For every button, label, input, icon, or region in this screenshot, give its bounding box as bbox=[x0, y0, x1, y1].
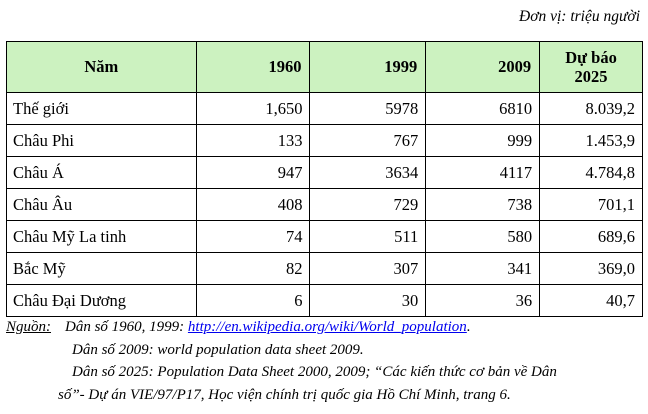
source-line-2: Dân số 2009: world population data sheet… bbox=[72, 341, 364, 358]
unit-label: Đơn vị: triệu người bbox=[519, 8, 640, 25]
region-name: Châu Âu bbox=[6, 188, 197, 221]
table-row: Châu Á 947 3634 4117 4.784,8 bbox=[6, 156, 643, 189]
value-1960: 408 bbox=[195, 188, 311, 221]
value-1960: 74 bbox=[195, 220, 311, 253]
source-label: Nguồn: bbox=[6, 319, 51, 335]
header-forecast-2025: Dự báo 2025 bbox=[539, 41, 643, 93]
value-2025: 1.453,9 bbox=[539, 124, 643, 157]
value-2009: 6810 bbox=[425, 92, 541, 125]
source-line-3: Dân số 2025: Population Data Sheet 2000,… bbox=[72, 364, 557, 380]
region-name: Châu Mỹ La tinh bbox=[6, 220, 197, 253]
value-2025: 4.784,8 bbox=[539, 156, 643, 189]
header-1999: 1999 bbox=[309, 41, 427, 93]
value-1999: 729 bbox=[309, 188, 427, 221]
value-2009: 999 bbox=[425, 124, 541, 157]
value-2025: 369,0 bbox=[539, 252, 643, 285]
table-row: Châu Âu 408 729 738 701,1 bbox=[6, 188, 643, 221]
source-line-1-suffix: . bbox=[466, 319, 471, 335]
value-2025: 40,7 bbox=[539, 284, 643, 317]
population-table: Năm 1960 1999 2009 Dự báo 2025 Thế giới 1… bbox=[6, 41, 643, 317]
source-line-4: số”- Dự án VIE/97/P17, Học viện chính tr… bbox=[58, 386, 511, 403]
source-line-1: Nguồn: Dân số 1960, 1999: http://en.wikip… bbox=[6, 316, 642, 339]
header-1960: 1960 bbox=[195, 41, 311, 93]
header-year: Năm bbox=[6, 41, 197, 93]
value-2025: 8.039,2 bbox=[539, 92, 643, 125]
table-header-row: Năm 1960 1999 2009 Dự báo 2025 bbox=[6, 41, 643, 93]
header-forecast-line2: 2025 bbox=[574, 67, 608, 86]
value-2025: 701,1 bbox=[539, 188, 643, 221]
table-row: Bắc Mỹ 82 307 341 369,0 bbox=[6, 252, 643, 285]
value-1999: 307 bbox=[309, 252, 427, 285]
value-2009: 341 bbox=[425, 252, 541, 285]
value-2025: 689,6 bbox=[539, 220, 643, 253]
table-row: Châu Phi 133 767 999 1.453,9 bbox=[6, 124, 643, 157]
region-name: Thế giới bbox=[6, 92, 197, 125]
wikipedia-link[interactable]: http://en.wikipedia.org/wiki/World_popul… bbox=[187, 319, 467, 335]
value-1999: 5978 bbox=[309, 92, 427, 125]
value-2009: 738 bbox=[425, 188, 541, 221]
header-forecast-line1: Dự báo bbox=[565, 48, 617, 67]
table-row: Châu Mỹ La tinh 74 511 580 689,6 bbox=[6, 220, 643, 253]
value-1960: 1,650 bbox=[195, 92, 311, 125]
value-1960: 6 bbox=[195, 284, 311, 317]
region-name: Châu Á bbox=[6, 156, 197, 189]
region-name: Châu Đại Dương bbox=[6, 284, 197, 317]
source-note: Nguồn: Dân số 1960, 1999: http://en.wikip… bbox=[6, 316, 642, 406]
region-name: Châu Phi bbox=[6, 124, 197, 157]
table-row: Châu Đại Dương 6 30 36 40,7 bbox=[6, 284, 643, 317]
value-1999: 30 bbox=[309, 284, 427, 317]
value-1999: 767 bbox=[309, 124, 427, 157]
header-2009: 2009 bbox=[425, 41, 541, 93]
source-1960-1999-text: Dân số 1960, 1999: bbox=[65, 319, 188, 335]
table-row: Thế giới 1,650 5978 6810 8.039,2 bbox=[6, 92, 643, 125]
value-1999: 3634 bbox=[309, 156, 427, 189]
value-1960: 947 bbox=[195, 156, 311, 189]
value-1999: 511 bbox=[309, 220, 427, 253]
value-1960: 133 bbox=[195, 124, 311, 157]
value-2009: 36 bbox=[425, 284, 541, 317]
value-2009: 4117 bbox=[425, 156, 541, 189]
region-name: Bắc Mỹ bbox=[6, 252, 197, 285]
value-2009: 580 bbox=[425, 220, 541, 253]
value-1960: 82 bbox=[195, 252, 311, 285]
